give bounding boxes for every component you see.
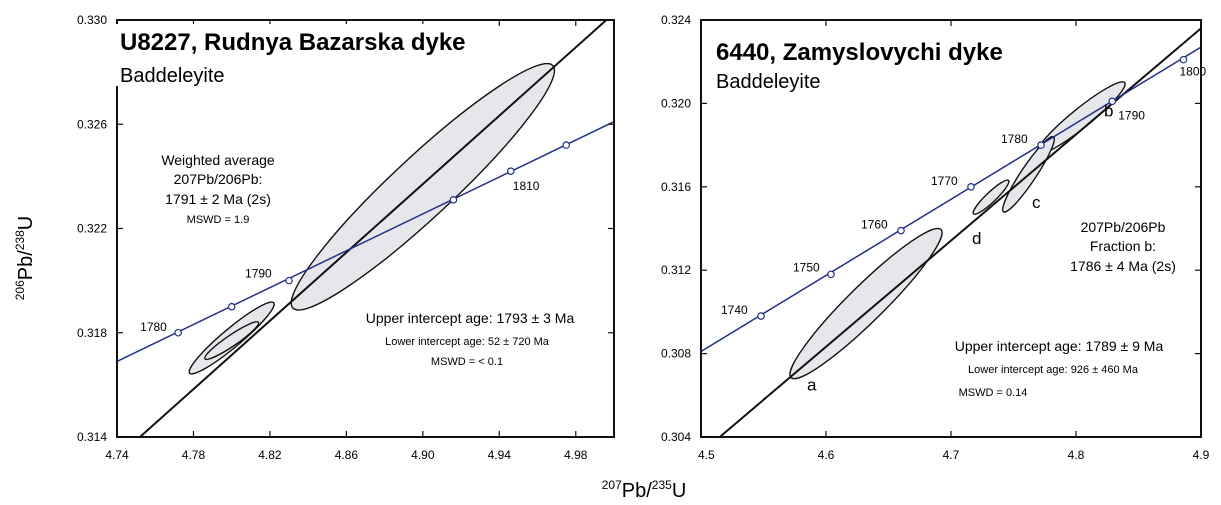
- concordia-age-marker: [562, 141, 571, 149]
- x-label-sup-235: 235: [652, 478, 672, 492]
- y-tick-label: 0.320: [661, 96, 691, 110]
- chart-panel-6440: a b c d 1740 1750 1760 1770 1780 1790 1800 4.5 4.6 4.…: [661, 13, 1210, 462]
- y-tick-label: 0.318: [77, 326, 107, 340]
- annotation-text: MSWD = 1.9: [187, 214, 250, 226]
- annotation-text: 207Pb/206Pb:: [174, 171, 263, 187]
- y-tick-label: 0.324: [661, 13, 691, 27]
- concordia-age-label: 1810: [513, 179, 540, 193]
- concordia-age-marker: [174, 328, 182, 337]
- concordia-age-marker: [449, 196, 458, 204]
- chart-title: 6440, Zamyslovychi dyke: [716, 39, 1003, 66]
- annotation-text: MSWD = < 0.1: [431, 356, 503, 368]
- concordia-age-marker: [1037, 141, 1045, 149]
- annotation-text: Lower intercept age: 52 ± 720 Ma: [385, 336, 550, 348]
- concordia-age-label: 1740: [721, 303, 748, 317]
- svg-text:207Pb/235U: 207Pb/235U: [602, 478, 687, 502]
- concordia-age-label: 1770: [931, 174, 958, 188]
- title-background: [712, 34, 1007, 96]
- concordia-age-label: 1800: [1180, 65, 1207, 79]
- concordia-curve: [701, 46, 1201, 353]
- y-label-sup-206: 206: [13, 280, 27, 300]
- concordia-age-marker: [757, 312, 765, 320]
- chart-panel-u8227: 1780 1790 1810 4.74 4.78 4.82 4.86 4.90 4.94 4.98…: [77, 13, 615, 462]
- y-tick-label: 0.316: [661, 180, 691, 194]
- x-tick-label: 4.78: [182, 448, 206, 462]
- concordia-age-marker: [285, 276, 293, 285]
- chart-subtitle: Baddeleyite: [120, 65, 225, 87]
- x-tick-label: 4.94: [488, 448, 512, 462]
- concordia-age-marker: [1108, 97, 1117, 106]
- y-label-u: U: [15, 216, 37, 230]
- annotation-text: Lower intercept age: 926 ± 460 Ma: [968, 364, 1139, 376]
- annotation-text: Fraction b:: [1090, 238, 1156, 254]
- concordia-age-marker: [967, 183, 975, 191]
- x-tick-label: 4.5: [698, 448, 715, 462]
- concordia-age-marker: [1179, 55, 1188, 64]
- y-tick-label: 0.330: [77, 13, 107, 27]
- annotation-text: MSWD = 0.14: [959, 387, 1028, 399]
- title-background: [116, 24, 470, 86]
- y-axis-label: 206Pb/238U: [13, 216, 37, 301]
- x-tick-label: 4.90: [411, 448, 435, 462]
- svg-text:206Pb/238U: 206Pb/238U: [13, 216, 37, 301]
- concordia-age-label: 1790: [245, 267, 272, 281]
- chart-title: U8227, Rudnya Bazarska dyke: [120, 29, 466, 56]
- x-label-pb: Pb/: [622, 480, 652, 502]
- ellipse-label-c: c: [1032, 193, 1041, 212]
- annotation-text: 207Pb/206Pb: [1081, 219, 1166, 235]
- x-tick-label: 4.86: [335, 448, 359, 462]
- concordia-age-marker: [506, 167, 515, 175]
- concordia-age-label: 1760: [861, 218, 888, 232]
- x-tick-label: 4.74: [105, 448, 129, 462]
- y-label-pb: Pb/: [15, 250, 37, 280]
- x-tick-label: 4.82: [258, 448, 282, 462]
- x-tick-label: 4.9: [1193, 448, 1210, 462]
- concordia-age-marker: [827, 270, 835, 279]
- y-tick-label: 0.312: [661, 263, 691, 277]
- plot-area: [117, 20, 614, 437]
- concordia-age-label: 1780: [140, 320, 167, 334]
- annotation-text: 1786 ± 4 Ma (2s): [1070, 258, 1176, 274]
- annotation-text: Upper intercept age: 1793 ± 3 Ma: [366, 310, 575, 326]
- error-ellipse-d: [972, 179, 1010, 215]
- x-tick-label: 4.98: [564, 448, 588, 462]
- x-tick-label: 4.8: [1068, 448, 1085, 462]
- ellipse-label-d: d: [972, 229, 981, 248]
- concordia-age-marker: [227, 302, 236, 311]
- concordia-age-label: 1780: [1001, 132, 1028, 146]
- plot-area: [701, 27, 1201, 437]
- annotation-text: Upper intercept age: 1789 ± 9 Ma: [955, 338, 1164, 354]
- ellipse-label-b: b: [1104, 102, 1113, 121]
- x-label-u: U: [672, 480, 686, 502]
- y-tick-label: 0.326: [77, 117, 107, 131]
- error-ellipse-1: [204, 321, 260, 361]
- chart-subtitle: Baddeleyite: [716, 71, 821, 93]
- concordia-age-label: 1790: [1118, 108, 1145, 122]
- concordia-curve: [117, 120, 614, 363]
- x-tick-label: 4.6: [818, 448, 835, 462]
- y-tick-label: 0.304: [661, 430, 691, 444]
- x-tick-label: 4.7: [943, 448, 960, 462]
- y-label-sup-238: 238: [13, 230, 27, 250]
- y-tick-label: 0.322: [77, 222, 107, 236]
- x-label-sup-207: 207: [602, 478, 622, 492]
- annotation-text: 1791 ± 2 Ma (2s): [165, 191, 271, 207]
- annotation-text: Weighted average: [161, 152, 275, 168]
- concordia-age-label: 1750: [793, 260, 820, 274]
- y-tick-label: 0.308: [661, 347, 691, 361]
- y-tick-label: 0.314: [77, 430, 107, 444]
- x-axis-label: 207Pb/235U: [602, 478, 687, 502]
- concordia-age-marker: [897, 226, 905, 235]
- ellipse-label-a: a: [807, 376, 817, 395]
- discordia-line: [139, 20, 608, 437]
